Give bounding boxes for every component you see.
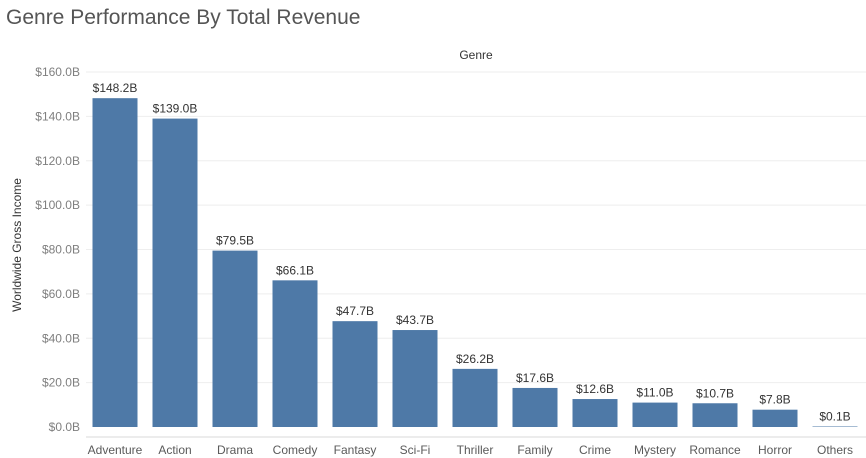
data-label: $12.6B xyxy=(576,382,614,396)
x-category-label: Others xyxy=(817,443,853,457)
data-label: $148.2B xyxy=(93,81,138,95)
bar-drama[interactable] xyxy=(212,250,258,427)
x-axis-title: Genre xyxy=(459,48,493,62)
gridlines xyxy=(86,71,866,384)
bar-fantasy[interactable] xyxy=(332,321,378,427)
y-axis-ticks: $0.0B $20.0B $40.0B $60.0B $80.0B $100.0B $120… xyxy=(35,65,80,434)
bar-comedy[interactable] xyxy=(272,280,318,427)
data-label: $139.0B xyxy=(153,102,198,116)
x-category-label: Mystery xyxy=(634,443,676,457)
bar-sci-fi[interactable] xyxy=(392,330,438,427)
y-tick-label: $80.0B xyxy=(42,243,80,257)
x-axis-categories: Adventure Action Drama Comedy Fantasy Sci-Fi T… xyxy=(88,443,853,457)
data-label: $47.7B xyxy=(336,304,374,318)
x-category-label: Comedy xyxy=(273,443,318,457)
y-tick-label: $60.0B xyxy=(42,287,80,301)
x-category-label: Fantasy xyxy=(334,443,377,457)
x-category-label: Romance xyxy=(689,443,741,457)
x-category-label: Crime xyxy=(579,443,611,457)
bar-adventure[interactable] xyxy=(92,98,138,428)
chart-title: Genre Performance By Total Revenue xyxy=(6,6,361,29)
bars xyxy=(92,98,858,428)
x-category-label: Thriller xyxy=(457,443,494,457)
data-label: $10.7B xyxy=(696,386,734,400)
data-label: $26.2B xyxy=(456,352,494,366)
y-axis-title: Worldwide Gross Income xyxy=(10,178,24,312)
x-category-label: Sci-Fi xyxy=(400,443,431,457)
y-tick-label: $120.0B xyxy=(35,154,80,168)
x-category-label: Drama xyxy=(217,443,253,457)
y-tick-label: $140.0B xyxy=(35,109,80,123)
data-label: $11.0B xyxy=(636,386,673,400)
y-tick-label: $20.0B xyxy=(42,376,80,390)
data-label: $0.1B xyxy=(819,410,850,424)
bar-horror[interactable] xyxy=(752,409,798,427)
bar-others[interactable] xyxy=(812,426,858,428)
bar-romance[interactable] xyxy=(692,403,738,427)
bar-family[interactable] xyxy=(512,387,558,427)
y-tick-label: $160.0B xyxy=(35,65,80,79)
y-tick-label: $0.0B xyxy=(49,420,80,434)
bar-action[interactable] xyxy=(152,118,198,427)
x-category-label: Family xyxy=(517,443,552,457)
bar-mystery[interactable] xyxy=(632,402,678,427)
data-label: $7.8B xyxy=(759,393,790,407)
bar-crime[interactable] xyxy=(572,399,618,427)
data-label: $43.7B xyxy=(396,313,434,327)
x-category-label: Horror xyxy=(758,443,792,457)
x-category-label: Adventure xyxy=(88,443,143,457)
data-label: $79.5B xyxy=(216,234,254,248)
data-label: $66.1B xyxy=(276,263,314,277)
bar-thriller[interactable] xyxy=(452,368,498,427)
data-label: $17.6B xyxy=(516,371,554,385)
y-tick-label: $100.0B xyxy=(35,198,80,212)
x-category-label: Action xyxy=(158,443,191,457)
data-labels: $148.2B $139.0B $79.5B $66.1B $47.7B $43.7B $2… xyxy=(93,81,851,423)
y-tick-label: $40.0B xyxy=(42,331,80,345)
